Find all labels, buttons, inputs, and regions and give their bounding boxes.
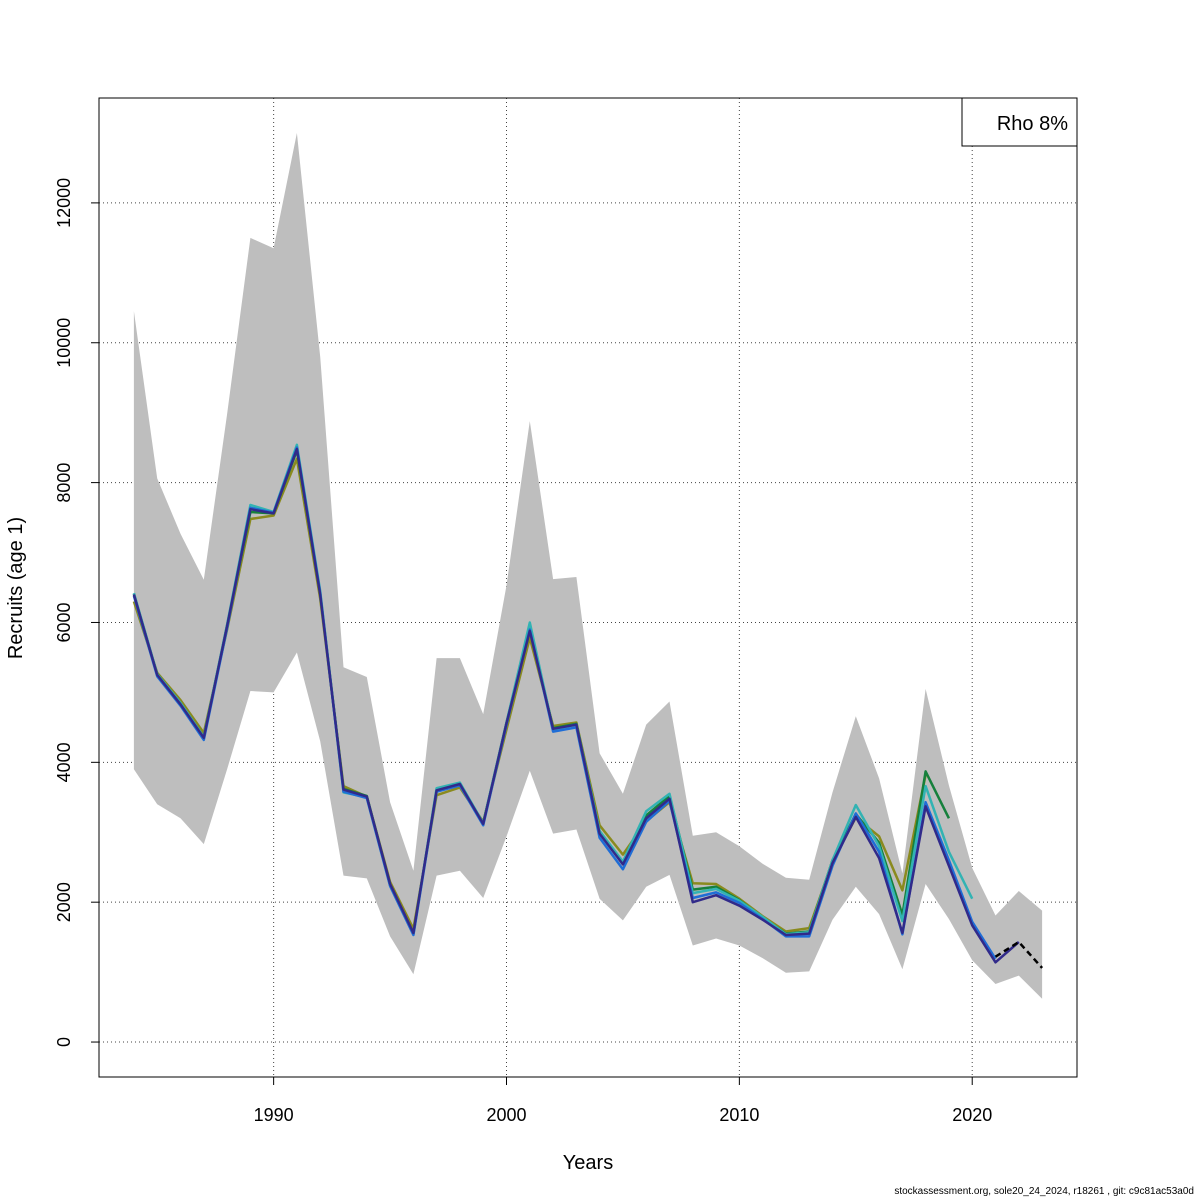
series-line-2022 [132,447,1020,964]
footer-credit: stockassessment.org, sole20_24_2024, r18… [894,1186,1194,1197]
y-tick-label: 4000 [54,742,74,782]
y-tick-label: 12000 [54,178,74,228]
y-tick-label: 6000 [54,602,74,642]
legend-label: Rho 8% [997,113,1068,135]
confidence-band [133,133,1043,999]
y-tick-label: 10000 [54,318,74,368]
y-tick-label: 2000 [54,882,74,922]
legend: Rho 8% [961,97,1078,147]
series-line-2023 [994,940,1044,969]
x-axis-title: Years [563,1152,613,1174]
series-line-2018 [132,457,927,933]
y-tick-label: 0 [54,1037,74,1047]
x-tick-label: 1990 [254,1105,294,1125]
x-tick-label: 2010 [719,1105,759,1125]
confidence-band-layer [133,133,1043,999]
x-tick-label: 2020 [952,1105,992,1125]
x-tick-label: 2000 [486,1105,526,1125]
x-axis: 1990 2000 2010 2020 [254,1077,992,1125]
series-layer [132,443,1044,969]
y-axis-title: Recruits (age 1) [5,517,27,659]
legend-box [961,97,1078,147]
plot-frame [98,97,1078,1078]
y-tick-label: 8000 [54,463,74,503]
y-axis: 0 2000 4000 6000 8000 10000 12000 [54,178,99,1047]
